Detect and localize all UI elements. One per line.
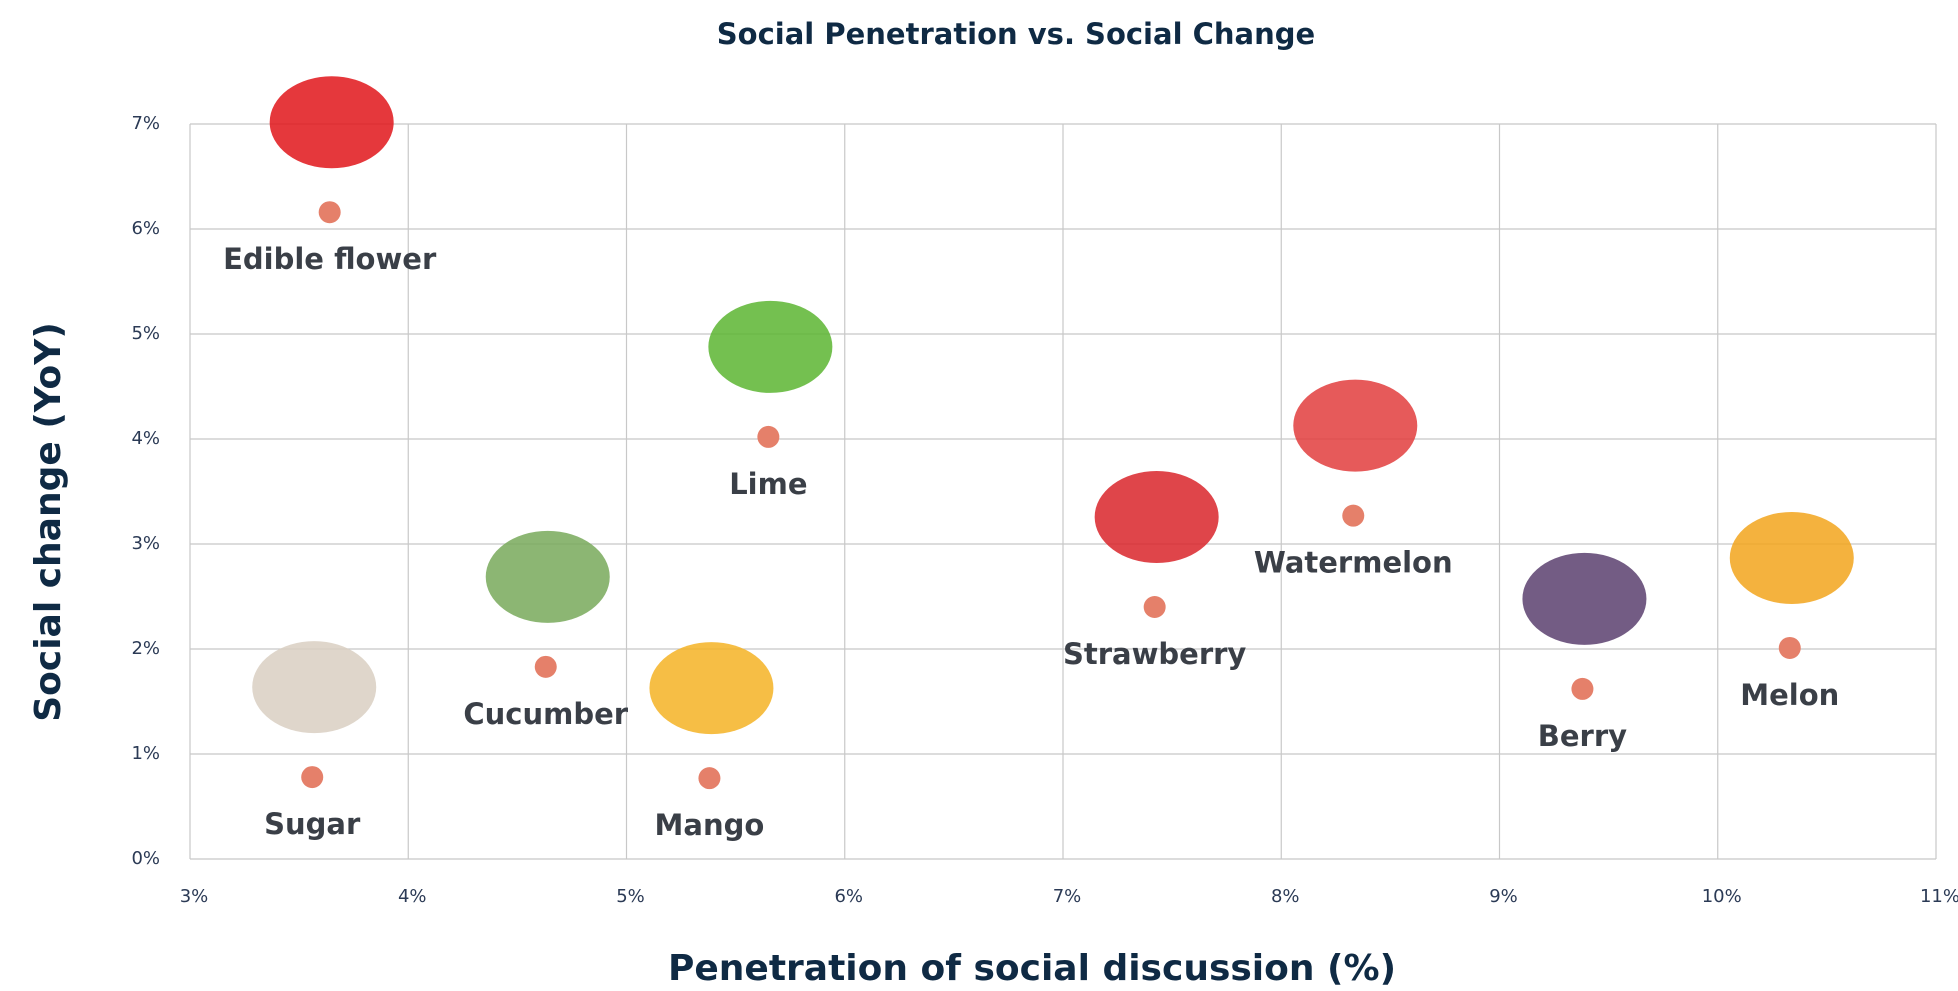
x-tick-label: 3% (180, 886, 209, 907)
item-icon (649, 642, 774, 735)
x-tick-label: 5% (616, 886, 645, 907)
y-tick-label: 1% (131, 743, 160, 764)
y-tick-label: 2% (131, 638, 160, 659)
y-tick-label: 5% (131, 323, 160, 344)
x-tick-label: 6% (834, 886, 863, 907)
point-label: Mango (655, 808, 765, 842)
point-label: Watermelon (1254, 546, 1453, 580)
point (534, 655, 557, 678)
point-label: Strawberry (1063, 637, 1246, 671)
x-tick-label: 7% (1053, 886, 1082, 907)
y-axis-label: Social change (YoY) (28, 322, 69, 722)
y-tick-label: 0% (131, 848, 160, 869)
point (301, 766, 324, 789)
item-icon (1729, 511, 1854, 604)
point-label: Sugar (264, 807, 361, 841)
point (1342, 504, 1365, 527)
point (1143, 596, 1166, 618)
item-icon (485, 530, 610, 623)
point (1571, 677, 1594, 700)
chart-title: Social Penetration vs. Social Change (717, 17, 1315, 51)
item-icon (1094, 471, 1219, 563)
y-tick-label: 4% (131, 428, 160, 449)
x-tick-label: 10% (1702, 886, 1742, 907)
point-label: Berry (1538, 719, 1627, 753)
point (1778, 636, 1801, 659)
x-tick-label: 4% (398, 886, 427, 907)
point-label: Edible flower (223, 242, 437, 276)
item-icon (269, 76, 394, 169)
x-tick-label: 9% (1489, 886, 1518, 907)
item-icon (1522, 552, 1647, 645)
y-tick-label: 7% (131, 113, 160, 134)
point (757, 425, 780, 448)
y-tick-label: 6% (131, 218, 160, 239)
point (318, 201, 341, 224)
point (698, 767, 721, 790)
item-icon (708, 300, 833, 393)
item-icon (1293, 379, 1418, 472)
x-tick-label: 11% (1920, 886, 1958, 907)
point-label: Cucumber (463, 697, 628, 731)
item-icon (252, 641, 377, 734)
point-label: Lime (729, 467, 807, 501)
y-tick-label: 3% (131, 533, 160, 554)
point-label: Melon (1740, 678, 1839, 712)
x-tick-label: 8% (1271, 886, 1300, 907)
x-axis-label: Penetration of social discussion (%) (668, 948, 1396, 989)
